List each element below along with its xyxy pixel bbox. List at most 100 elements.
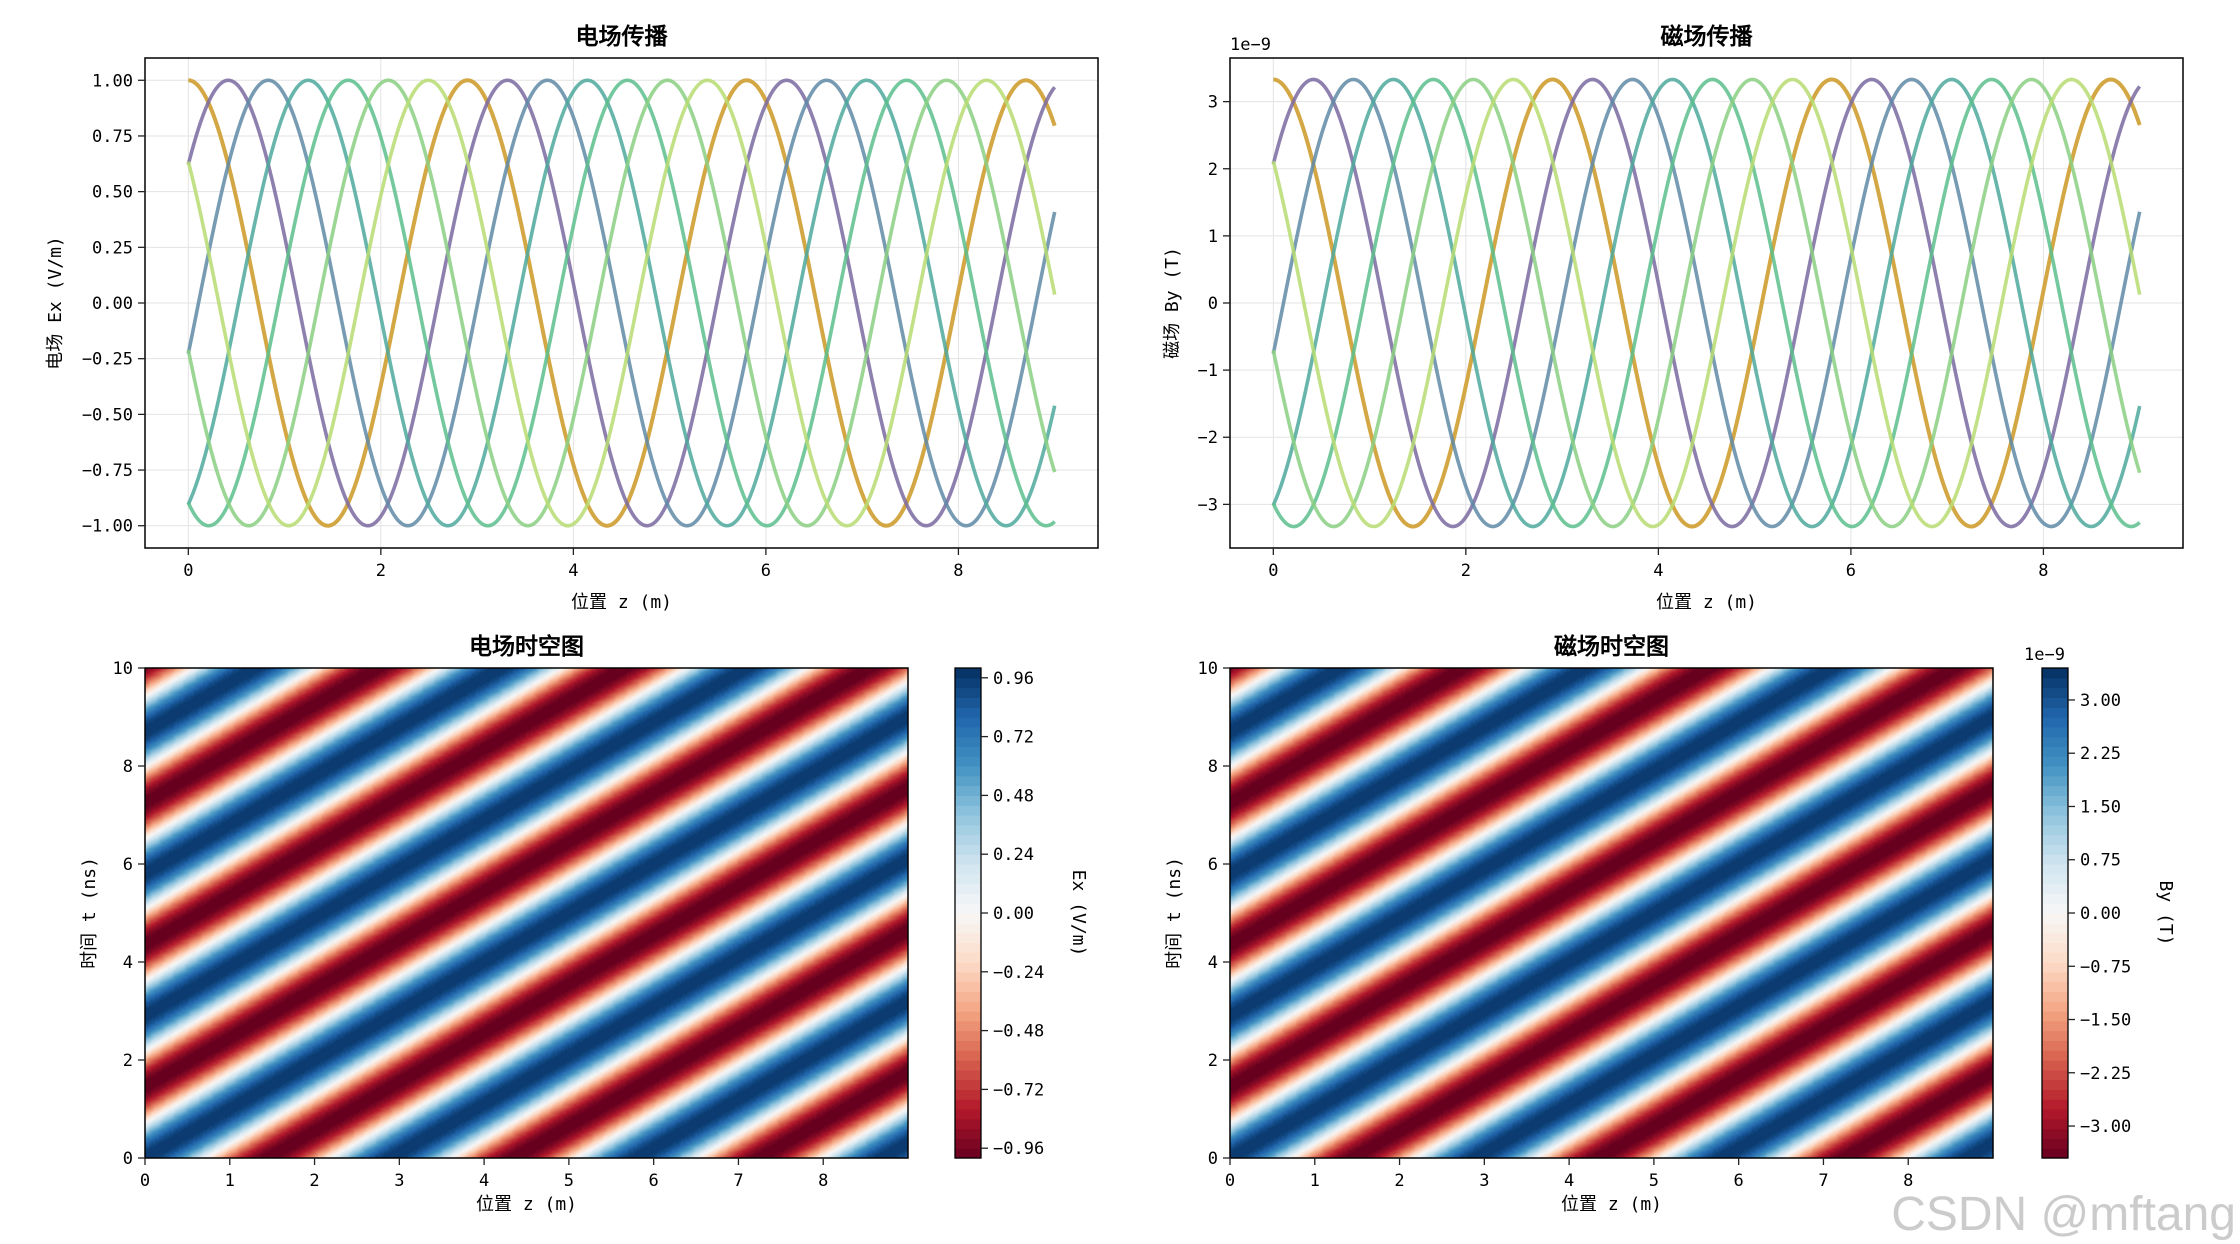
colorbar-step bbox=[955, 1099, 981, 1110]
colorbar-step bbox=[955, 834, 981, 845]
y-tick-label: −1.00 bbox=[82, 517, 133, 537]
x-tick-label: 3 bbox=[394, 1171, 404, 1191]
y-tick-label: 6 bbox=[1208, 855, 1218, 875]
colorbar-step bbox=[955, 981, 981, 992]
y-tick-label: 0.25 bbox=[92, 238, 133, 258]
series-line-1 bbox=[188, 78, 1057, 528]
colorbar-step bbox=[955, 1079, 981, 1090]
x-tick-label: 2 bbox=[309, 1171, 319, 1191]
colorbar-step bbox=[2042, 1030, 2068, 1041]
colorbar-step bbox=[2042, 1060, 2068, 1071]
colorbar-step bbox=[2042, 717, 2068, 728]
colorbar-step bbox=[955, 717, 981, 728]
x-tick-label: 5 bbox=[1649, 1171, 1659, 1191]
colorbar-label: Ex (V/m) bbox=[1068, 870, 1089, 957]
y-tick-label: 0 bbox=[1208, 294, 1218, 314]
colorbar-step bbox=[955, 844, 981, 855]
colorbar-step bbox=[2042, 1118, 2068, 1130]
colorbar-step bbox=[955, 1128, 981, 1139]
axes-2: 磁场传播 0 2 4 6 8 3 2 1 0 −1 −2 −3 位置 z (m) 磁场 By (T) 1e−9 bbox=[1162, 23, 2184, 613]
y-tick-label: −0.50 bbox=[82, 405, 133, 425]
chart-title: 磁场时空图 bbox=[1554, 633, 1669, 660]
x-tick-label: 8 bbox=[2038, 561, 2048, 581]
colorbar-step bbox=[2042, 1011, 2068, 1022]
colorbar-tick-label: 1.50 bbox=[2080, 797, 2121, 817]
colorbar-tick-label: 0.00 bbox=[993, 904, 1034, 924]
x-tick-label: 6 bbox=[761, 561, 771, 581]
colorbar-step bbox=[955, 952, 981, 963]
colorbar-step bbox=[2042, 903, 2068, 914]
colorbar-step bbox=[2042, 726, 2068, 738]
colorbar-step bbox=[2042, 864, 2068, 875]
colorbar-step bbox=[955, 1118, 981, 1130]
colorbar-step bbox=[955, 864, 981, 875]
colorbar-step bbox=[2042, 1138, 2068, 1149]
colorbar-step bbox=[955, 962, 981, 973]
colorbar-step bbox=[2042, 805, 2068, 816]
colorbar-step bbox=[2042, 677, 2068, 689]
axes-frame bbox=[1229, 667, 1994, 1159]
y-tick-label: 3 bbox=[1208, 93, 1218, 113]
y-axis-label: 时间 t (ns) bbox=[1164, 857, 1185, 969]
x-tick-label: 0 bbox=[140, 1171, 150, 1191]
colorbar-step bbox=[2042, 1001, 2068, 1012]
colorbar-step bbox=[955, 668, 981, 679]
colorbar-step bbox=[2042, 932, 2068, 943]
x-tick-label: 8 bbox=[1903, 1171, 1913, 1191]
colorbar-step bbox=[955, 1030, 981, 1041]
colorbar-step bbox=[2042, 1089, 2068, 1100]
y-tick-label: 4 bbox=[123, 953, 133, 973]
colorbar-step bbox=[2042, 815, 2068, 826]
colorbar-step bbox=[955, 913, 981, 924]
colorbar-tick-label: −0.75 bbox=[2080, 957, 2131, 977]
y-axis-label: 电场 Ex (V/m) bbox=[45, 236, 66, 370]
colorbar-step bbox=[955, 893, 981, 904]
colorbar-step bbox=[955, 726, 981, 738]
colorbar-tick-label: −0.96 bbox=[993, 1139, 1044, 1159]
colorbar-step bbox=[2042, 883, 2068, 894]
y-tick-label: 6 bbox=[123, 855, 133, 875]
colorbar-step bbox=[955, 1001, 981, 1012]
colorbar-tick-label: −3.00 bbox=[2080, 1117, 2131, 1137]
y-tick-label: 10 bbox=[1198, 659, 1218, 679]
x-tick-label: 4 bbox=[1653, 561, 1663, 581]
y-tick-label: 8 bbox=[123, 757, 133, 777]
colorbar-step bbox=[955, 1050, 981, 1061]
colorbar-step bbox=[2042, 1109, 2068, 1120]
colorbar-step bbox=[2042, 873, 2068, 885]
y-axis-label: 时间 t (ns) bbox=[79, 857, 100, 969]
x-tick-label: 7 bbox=[733, 1171, 743, 1191]
series-line-5 bbox=[186, 78, 1056, 528]
colorbar-step bbox=[955, 785, 981, 796]
x-tick-label: 6 bbox=[1846, 561, 1856, 581]
colorbar-tick-label: 0.72 bbox=[993, 728, 1034, 748]
colorbar-step bbox=[2042, 795, 2068, 806]
chart-title: 电场传播 bbox=[576, 24, 669, 50]
colorbar-step bbox=[955, 1089, 981, 1100]
colorbar-step bbox=[955, 971, 981, 983]
colorbar-step bbox=[2042, 687, 2068, 698]
colorbar-step bbox=[2042, 775, 2068, 787]
colorbar-step bbox=[2042, 893, 2068, 904]
series-line-6 bbox=[1271, 77, 2142, 529]
heatmap-field bbox=[145, 668, 908, 1158]
colorbar-step bbox=[2042, 991, 2068, 1002]
x-tick-label: 8 bbox=[953, 561, 963, 581]
axes-3: 电场时空图 0 1 2 3 4 5 6 7 8 0 2 4 6 8 10 位置 z (m) 时间 t (ns) 0.… bbox=[79, 633, 1089, 1215]
colorbar-step bbox=[955, 932, 981, 943]
x-tick-label: 5 bbox=[564, 1171, 574, 1191]
colorbar-step bbox=[955, 697, 981, 708]
colorbar-step bbox=[955, 1020, 981, 1032]
colorbar-step bbox=[2042, 766, 2068, 777]
x-tick-label: 0 bbox=[183, 561, 193, 581]
colorbar-step bbox=[2042, 1040, 2068, 1051]
y-tick-label: 0 bbox=[1208, 1149, 1218, 1169]
series-line-3 bbox=[1271, 77, 2142, 529]
colorbar-step bbox=[955, 736, 981, 747]
colorbar-step bbox=[2042, 668, 2068, 679]
colorbar-step bbox=[2042, 785, 2068, 796]
colorbar-tick-label: 0.75 bbox=[2080, 851, 2121, 871]
x-tick-label: 4 bbox=[568, 561, 578, 581]
y-tick-label: 1.00 bbox=[92, 71, 133, 91]
